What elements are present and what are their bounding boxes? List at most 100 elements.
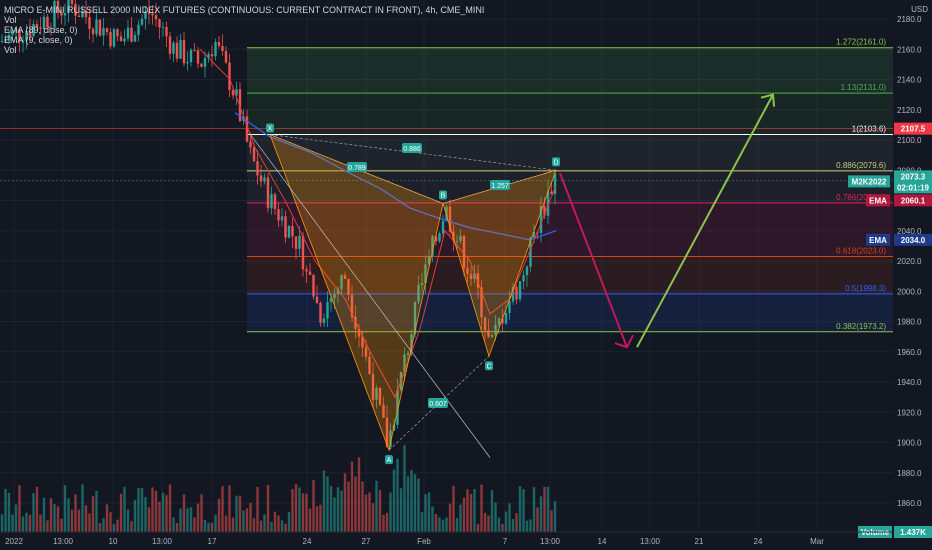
indicator-vol-2[interactable]: Vol	[4, 45, 17, 55]
candle-body	[459, 236, 462, 241]
indicator-vol[interactable]: Vol	[4, 15, 17, 25]
volume-bar	[270, 521, 273, 532]
volume-bar	[63, 485, 67, 532]
volume-bar	[417, 478, 420, 532]
volume-bar	[245, 508, 249, 532]
candle-body	[140, 18, 144, 25]
candle-body	[231, 90, 235, 96]
candle-body	[343, 275, 347, 279]
volume-bar	[504, 511, 508, 532]
volume-bar	[182, 494, 186, 532]
volume-bar	[336, 487, 340, 532]
y-tick-label: 1900.0	[897, 439, 922, 448]
ema-89-tag	[866, 233, 890, 246]
x-tick-label: 14	[598, 537, 607, 546]
ema-9-badge	[894, 194, 932, 207]
volume-bar	[326, 476, 329, 532]
y-tick-label: 1880.0	[897, 469, 922, 478]
candle-body	[427, 256, 431, 265]
volume-bar	[56, 506, 60, 532]
indicator-ema-89[interactable]: EMA (89, close, 0)	[4, 25, 78, 35]
candle-body	[385, 417, 389, 448]
pattern-point-label: C	[486, 363, 491, 370]
volume-bar	[196, 503, 200, 532]
volume-bar	[35, 486, 39, 532]
volume-bar	[375, 480, 378, 532]
candle-body	[413, 301, 417, 335]
volume-bar	[203, 519, 207, 532]
fib-level-label: 0.382(1973.2)	[836, 322, 886, 331]
volume-bar	[200, 494, 203, 532]
candle-body	[497, 318, 501, 325]
volume-bar	[11, 514, 14, 532]
volume-bar	[158, 501, 161, 532]
candle-body	[238, 89, 242, 121]
y-tick-label: 2180.0	[897, 15, 922, 24]
volume-bar	[413, 474, 417, 532]
volume-bar	[368, 492, 371, 532]
candle-body	[424, 264, 427, 283]
candle-body	[469, 274, 473, 279]
candle-body	[508, 301, 511, 313]
volume-bar	[238, 495, 242, 532]
candle-body	[364, 347, 368, 357]
candle-body	[473, 273, 476, 279]
volume-bar	[382, 515, 385, 532]
volume-bar	[231, 517, 235, 532]
candle-body	[130, 27, 133, 42]
candle-body	[144, 11, 147, 19]
candle-body	[361, 336, 364, 348]
indicator-ema-9[interactable]: EMA (9, close, 0)	[4, 35, 73, 45]
volume-bar	[357, 457, 361, 532]
y-tick-label: 2040.0	[897, 227, 922, 236]
candle-body	[522, 275, 525, 282]
candle-body	[25, 30, 28, 41]
candle-body	[298, 235, 301, 249]
candle-body	[168, 36, 172, 54]
candle-body	[53, 0, 56, 28]
fib-level-label: 0.786(2058.4)	[836, 193, 886, 202]
volume-bar	[249, 502, 252, 532]
candle-body	[287, 225, 291, 238]
volume-bar	[221, 486, 224, 532]
candle-body	[305, 269, 308, 272]
y-tick-label: 1920.0	[897, 408, 922, 417]
volume-bar	[112, 523, 116, 532]
ratio-badge	[402, 143, 422, 153]
volume-bar	[242, 510, 245, 532]
candle-body	[504, 312, 508, 324]
candle-body	[63, 13, 67, 16]
volume-bar	[84, 505, 88, 532]
trend-line	[249, 133, 491, 458]
projection-arrow-up	[636, 94, 774, 348]
candle-body	[263, 177, 266, 182]
volume-bar	[287, 511, 291, 532]
x-tick-label: 21	[695, 537, 704, 546]
candle-body	[312, 274, 315, 297]
x-tick-label: 10	[109, 537, 118, 546]
candle-body	[259, 175, 263, 182]
volume-bar	[354, 476, 357, 532]
volume-bar	[137, 487, 140, 532]
candle-body	[221, 45, 224, 52]
volume-bar	[67, 498, 70, 532]
candle-body	[284, 216, 287, 238]
volume-bar	[259, 520, 263, 532]
candle-body	[403, 354, 406, 372]
volume-bar	[553, 501, 557, 532]
pattern-line-xd	[269, 134, 557, 171]
price-axis	[893, 0, 932, 532]
volume-bar	[501, 523, 504, 532]
fib-level-label: 1.13(2131.0)	[841, 83, 887, 92]
candle-body	[368, 356, 371, 374]
candle-body	[32, 23, 35, 36]
ratio-label: 0.886	[403, 146, 421, 153]
volume-bar	[70, 509, 74, 532]
volume-bar	[333, 497, 336, 532]
volume-bar	[119, 493, 123, 532]
ema-89-badge	[894, 233, 932, 246]
candle-body	[322, 318, 326, 323]
candle-body	[340, 275, 343, 289]
volume-bar	[546, 486, 550, 532]
